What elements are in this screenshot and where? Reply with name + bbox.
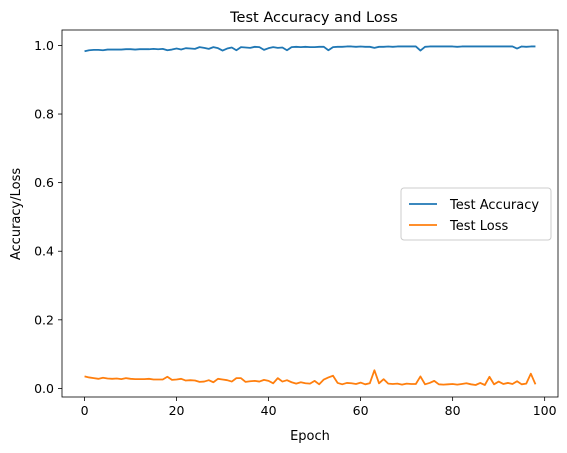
y-tick-label: 0.2 [34, 312, 54, 327]
chart-title: Test Accuracy and Loss [229, 10, 398, 26]
plot-lines [84, 45, 537, 386]
x-tick-label: 40 [261, 403, 277, 418]
y-axis-label: Accuracy/Loss [9, 168, 24, 260]
series-line-test-loss [84, 369, 537, 386]
x-tick-label: 0 [81, 403, 89, 418]
x-axis-label: Epoch [290, 429, 330, 444]
x-tick-label: 20 [169, 403, 185, 418]
y-tick-label: 0.4 [34, 244, 54, 259]
x-tick-label: 60 [353, 403, 369, 418]
legend: Test Accuracy Test Loss [400, 187, 552, 241]
series-line-test-accuracy [84, 45, 536, 53]
legend-box [400, 187, 552, 241]
plot-frame [61, 29, 559, 398]
y-axis: 0.0 0.2 0.4 0.6 0.8 1.0 [34, 38, 62, 396]
legend-label-test-accuracy: Test Accuracy [449, 198, 539, 213]
y-tick-label: 0.8 [34, 107, 54, 122]
y-tick-label: 0.0 [34, 381, 54, 396]
y-tick-label: 0.6 [34, 175, 54, 190]
x-tick-label: 100 [533, 403, 557, 418]
x-axis: 0 20 40 60 80 100 [81, 397, 557, 418]
y-tick-label: 1.0 [34, 38, 54, 53]
legend-label-test-loss: Test Loss [449, 219, 508, 234]
x-tick-label: 80 [445, 403, 461, 418]
